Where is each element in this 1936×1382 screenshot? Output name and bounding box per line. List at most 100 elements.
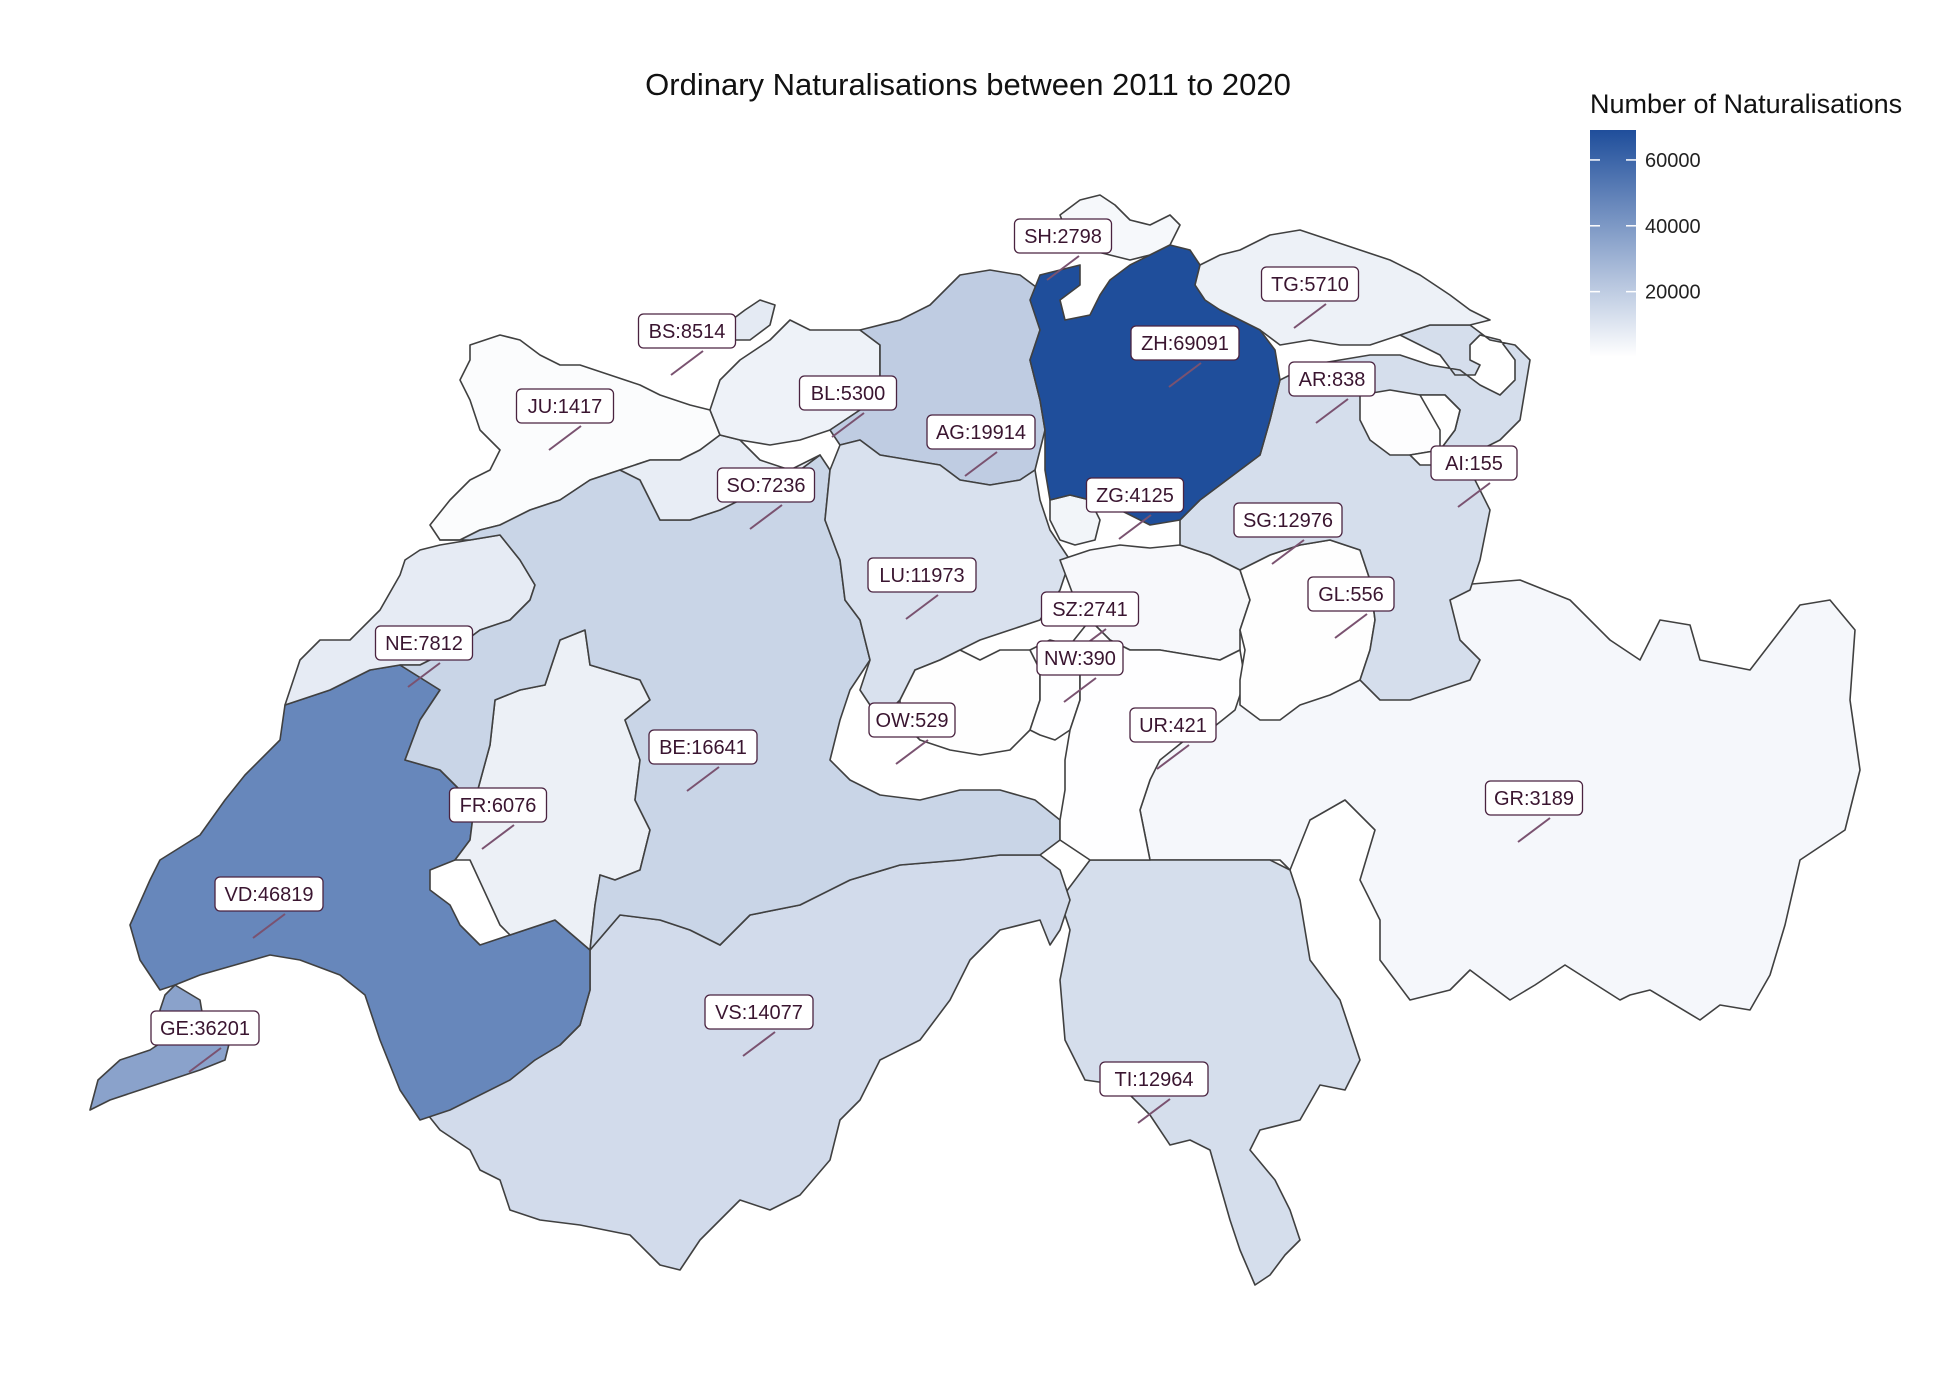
canton-label-text: GE:36201 (160, 1018, 250, 1040)
canton-label-ge: GE:36201 (150, 1010, 260, 1046)
canton-label-gl: GL:556 (1307, 576, 1395, 612)
canton-label-text: AR:838 (1299, 369, 1366, 391)
canton-label-box (1430, 445, 1518, 481)
label-leader-tg (1293, 303, 1327, 329)
canton-label-box (1130, 325, 1240, 361)
canton-label-zg: ZG:4125 (1085, 477, 1185, 513)
canton-label-be: BE:16641 (648, 729, 758, 765)
label-leader-sg (1271, 539, 1305, 565)
canton-label-text: GL:556 (1318, 584, 1384, 606)
label-leader-ge (188, 1047, 222, 1073)
canton-label-text: SH:2798 (1024, 226, 1102, 248)
label-leader-ar (1315, 398, 1349, 424)
canton-label-ne: NE:7812 (374, 625, 474, 661)
label-leader-gl (1334, 613, 1368, 639)
canton-label-lu: LU:11973 (867, 557, 977, 593)
label-leader-ow (895, 739, 929, 765)
canton-label-ti: TI:12964 (1099, 1061, 1209, 1097)
label-leader-ti (1137, 1098, 1171, 1124)
canton-label-box (1288, 361, 1376, 397)
canton-label-box (1099, 1061, 1209, 1097)
label-leader-vd (252, 913, 286, 939)
canton-label-text: ZH:69091 (1141, 333, 1229, 355)
canton-label-text: NW:390 (1044, 648, 1116, 670)
canton-zh[interactable] (1029, 244, 1281, 526)
canton-label-text: GR:3189 (1494, 788, 1574, 810)
canton-label-box (926, 414, 1036, 450)
canton-label-box (374, 625, 474, 661)
canton-label-bl: BL:5300 (798, 375, 898, 411)
canton-label-tg: TG:5710 (1260, 266, 1360, 302)
canton-label-text: SO:7236 (727, 475, 806, 497)
label-leader-bl (831, 412, 865, 438)
legend-tick-label: 40000 (1645, 216, 1701, 238)
canton-label-text: OW:529 (876, 710, 949, 732)
label-leader-ne (407, 662, 441, 688)
canton-label-box (1036, 640, 1124, 676)
canton-label-ag: AG:19914 (926, 414, 1036, 450)
label-leader-so (749, 504, 783, 530)
canton-ge[interactable] (89, 984, 231, 1111)
canton-bs[interactable] (724, 299, 776, 341)
canton-label-ur: UR:421 (1129, 707, 1217, 743)
canton-label-box (1233, 502, 1343, 538)
canton-label-zh: ZH:69091 (1130, 325, 1240, 361)
canton-label-text: SG:12976 (1243, 510, 1333, 532)
canton-label-text: TG:5710 (1271, 274, 1349, 296)
canton-label-box (448, 787, 548, 823)
canton-label-text: NE:7812 (385, 633, 463, 655)
canton-label-box (1013, 218, 1113, 254)
canton-label-box (1129, 707, 1217, 743)
canton-label-text: UR:421 (1139, 715, 1207, 737)
label-leader-ai (1457, 482, 1491, 508)
canton-label-box (1260, 266, 1360, 302)
canton-label-text: SZ:2741 (1052, 599, 1128, 621)
canton-label-box (798, 375, 898, 411)
canton-label-box (637, 313, 737, 349)
canton-label-ai: AI:155 (1430, 445, 1518, 481)
label-leader-be (686, 766, 720, 792)
label-leader-fr (481, 824, 515, 850)
canton-label-box (704, 994, 814, 1030)
canton-label-ju: JU:1417 (515, 388, 615, 424)
canton-label-text: BE:16641 (659, 737, 747, 759)
legend-tick-label: 20000 (1645, 282, 1701, 304)
label-leader-gr (1517, 817, 1551, 843)
canton-label-text: JU:1417 (528, 396, 603, 418)
canton-label-ar: AR:838 (1288, 361, 1376, 397)
legend-title: Number of Naturalisations (1590, 89, 1902, 119)
canton-label-box (867, 557, 977, 593)
cantons-layer (89, 194, 1861, 1286)
canton-label-text: ZG:4125 (1096, 485, 1174, 507)
canton-label-sh: SH:2798 (1013, 218, 1113, 254)
label-leader-vs (742, 1031, 776, 1057)
canton-label-box (868, 702, 956, 738)
canton-label-box (1040, 591, 1140, 627)
canton-label-text: FR:6076 (460, 795, 537, 817)
label-leader-zg (1118, 514, 1152, 540)
labels-layer: ZH:69091 VD:46819 GE:36201 AG:19914 BE:16641… (150, 218, 1584, 1124)
canton-label-vs: VS:14077 (704, 994, 814, 1030)
canton-label-text: AI:155 (1445, 453, 1503, 475)
canton-label-box (214, 876, 324, 912)
label-leader-sh (1046, 255, 1080, 281)
label-leader-ur (1156, 744, 1190, 770)
canton-label-text: LU:11973 (879, 565, 964, 587)
canton-ti[interactable] (1059, 859, 1361, 1286)
canton-label-nw: NW:390 (1036, 640, 1124, 676)
canton-label-so: SO:7236 (716, 467, 816, 503)
canton-label-fr: FR:6076 (448, 787, 548, 823)
label-leader-zh (1168, 362, 1202, 388)
canton-label-sz: SZ:2741 (1040, 591, 1140, 627)
canton-label-text: TI:12964 (1115, 1069, 1194, 1091)
legend: Number of Naturalisations 20000 40000 6000… (1590, 89, 1902, 357)
canton-label-text: BS:8514 (649, 321, 726, 343)
canton-label-box (515, 388, 615, 424)
label-leader-nw (1063, 677, 1097, 703)
canton-label-box (1307, 576, 1395, 612)
canton-label-text: VD:46819 (225, 884, 314, 906)
map-title: Ordinary Naturalisations between 2011 to… (645, 67, 1291, 102)
canton-label-box (716, 467, 816, 503)
label-leader-ag (964, 451, 998, 477)
